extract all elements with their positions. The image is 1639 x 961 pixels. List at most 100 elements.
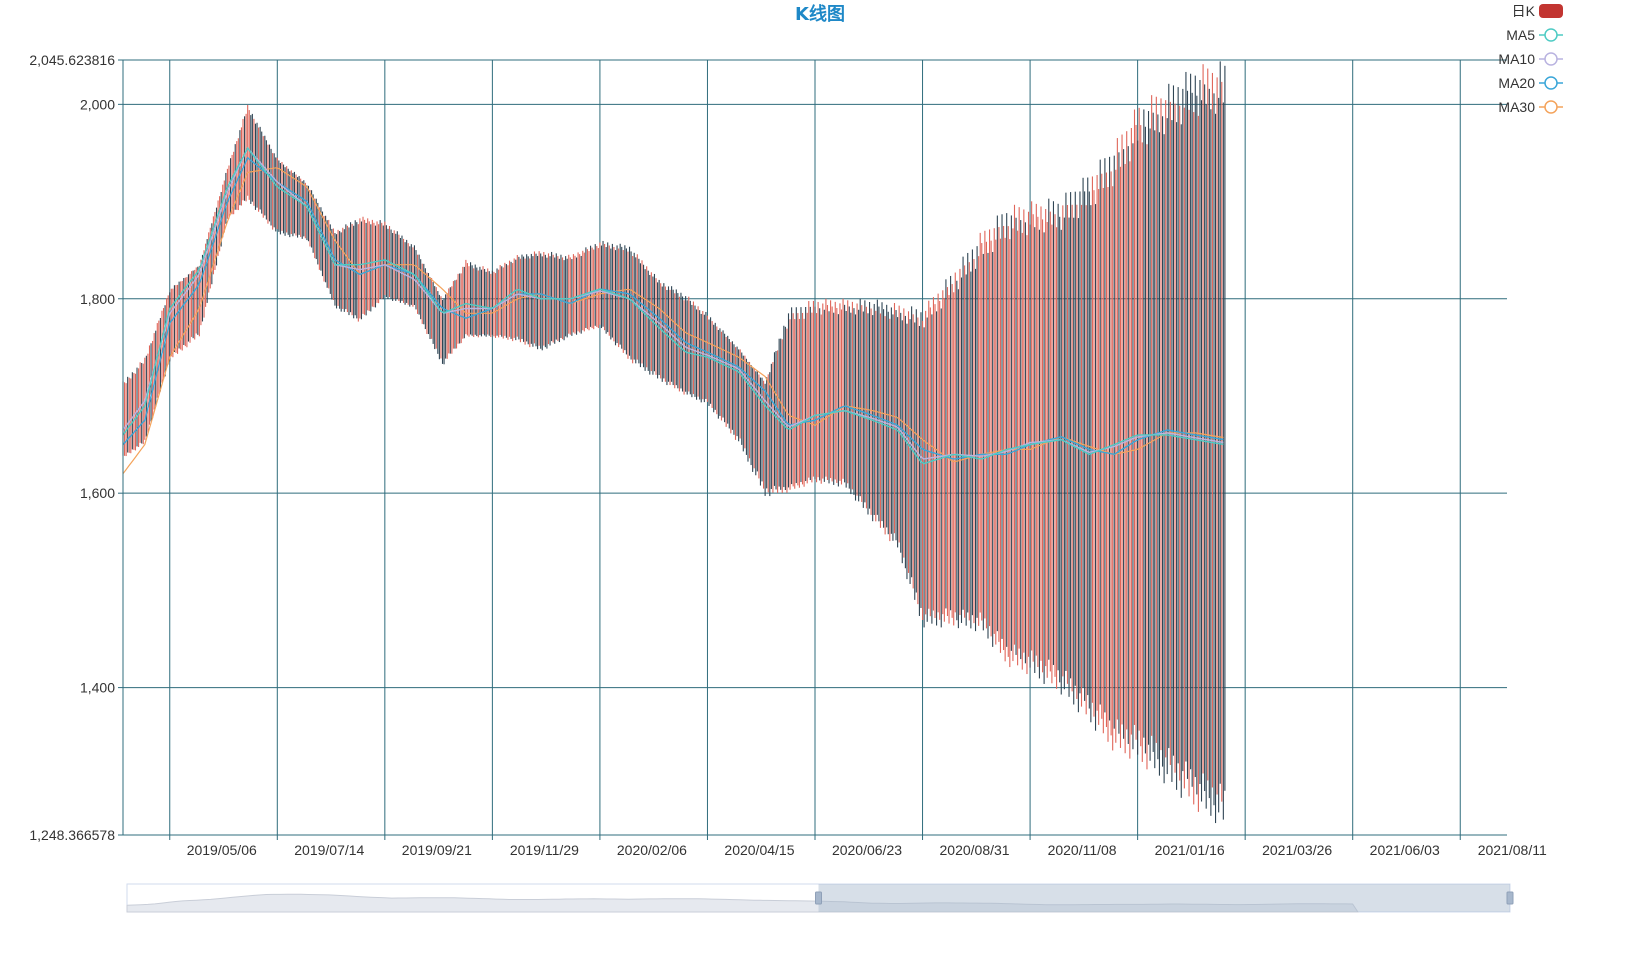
legend-item-ma30[interactable]: MA30 — [1498, 99, 1563, 115]
legend[interactable]: 日K MA5 MA10 MA20 MA30 — [1498, 3, 1563, 115]
candle — [343, 229, 345, 312]
legend-circle-icon — [1544, 52, 1558, 66]
candle — [125, 383, 127, 457]
candle — [276, 157, 278, 230]
legend-item-ma10[interactable]: MA10 — [1498, 51, 1563, 67]
candle — [251, 113, 253, 202]
candle — [544, 254, 546, 348]
candle — [457, 273, 459, 344]
candle — [222, 184, 224, 238]
candle — [1101, 173, 1103, 719]
candle — [300, 178, 302, 237]
candle — [1104, 158, 1106, 713]
candle — [837, 314, 839, 487]
candle — [286, 166, 288, 233]
datazoom-end-handle[interactable] — [1506, 891, 1514, 905]
legend-circle-icon — [1544, 28, 1558, 42]
candle — [764, 383, 766, 496]
candle — [1133, 109, 1136, 725]
candle — [284, 167, 286, 236]
candle — [522, 256, 525, 342]
candle — [387, 228, 389, 300]
candle — [233, 151, 235, 215]
candle — [365, 222, 367, 316]
candle — [309, 189, 311, 247]
candle — [158, 320, 160, 395]
candle — [127, 376, 129, 453]
candle — [459, 273, 461, 344]
candle — [1063, 217, 1065, 690]
candle — [744, 355, 746, 449]
candle — [770, 363, 772, 489]
candle — [717, 329, 719, 419]
candle — [1186, 90, 1189, 779]
candle — [566, 258, 568, 338]
candle — [978, 256, 980, 626]
candle — [1160, 98, 1162, 751]
legend-item-ma5[interactable]: MA5 — [1506, 27, 1563, 43]
candle — [1027, 211, 1030, 657]
candle — [628, 246, 631, 356]
candle — [1144, 126, 1146, 754]
candle — [530, 253, 532, 344]
candle — [178, 281, 180, 349]
candle — [231, 154, 233, 215]
candle — [826, 305, 829, 481]
candle — [1034, 227, 1036, 673]
candle — [864, 300, 866, 503]
candle — [1168, 83, 1170, 749]
candle — [886, 304, 888, 528]
candle — [881, 302, 883, 522]
candle — [685, 296, 687, 392]
candle — [417, 254, 419, 314]
axes: 1,248.366578 1,400 1,600 1,800 2,000 2,045.62… — [29, 52, 1547, 858]
legend-label: MA5 — [1506, 27, 1535, 43]
candle — [968, 262, 970, 621]
candle — [973, 259, 975, 624]
y-tick-label: 1,600 — [80, 485, 115, 501]
candle — [898, 305, 900, 543]
candle — [747, 361, 749, 462]
candle — [314, 198, 316, 259]
legend-item-ma20[interactable]: MA20 — [1498, 75, 1563, 91]
candle — [452, 281, 454, 349]
candle — [602, 240, 604, 327]
candle — [526, 254, 528, 342]
candle — [614, 250, 617, 346]
candle — [900, 312, 902, 553]
candle — [490, 273, 492, 338]
candle — [678, 296, 680, 392]
candle — [337, 229, 339, 306]
candle — [582, 250, 584, 331]
candle — [1172, 85, 1175, 756]
candle — [1003, 225, 1005, 651]
candle — [946, 287, 949, 616]
candle — [795, 307, 797, 484]
candle — [731, 341, 733, 430]
candle — [897, 317, 899, 548]
candle — [1185, 71, 1187, 762]
x-tick-label: 2019/11/29 — [510, 842, 579, 858]
datazoom-window[interactable] — [818, 884, 1511, 912]
candle — [831, 306, 833, 482]
candle — [371, 219, 373, 307]
candle — [825, 298, 827, 477]
candle — [423, 263, 425, 325]
candle — [630, 251, 632, 360]
candle — [814, 306, 816, 480]
candle — [794, 319, 796, 489]
candle — [195, 267, 197, 334]
candle — [748, 361, 751, 459]
datazoom-start-handle[interactable] — [815, 891, 822, 905]
candle — [1135, 124, 1137, 740]
candle — [540, 253, 542, 349]
candle — [516, 255, 518, 337]
candle — [320, 207, 322, 271]
candle — [633, 252, 635, 360]
legend-item-日k[interactable]: 日K — [1512, 3, 1563, 19]
candle — [1210, 109, 1212, 816]
datazoom-slider[interactable] — [126, 883, 1514, 913]
candle — [834, 301, 836, 480]
candle — [1199, 79, 1201, 785]
candle — [856, 303, 858, 496]
